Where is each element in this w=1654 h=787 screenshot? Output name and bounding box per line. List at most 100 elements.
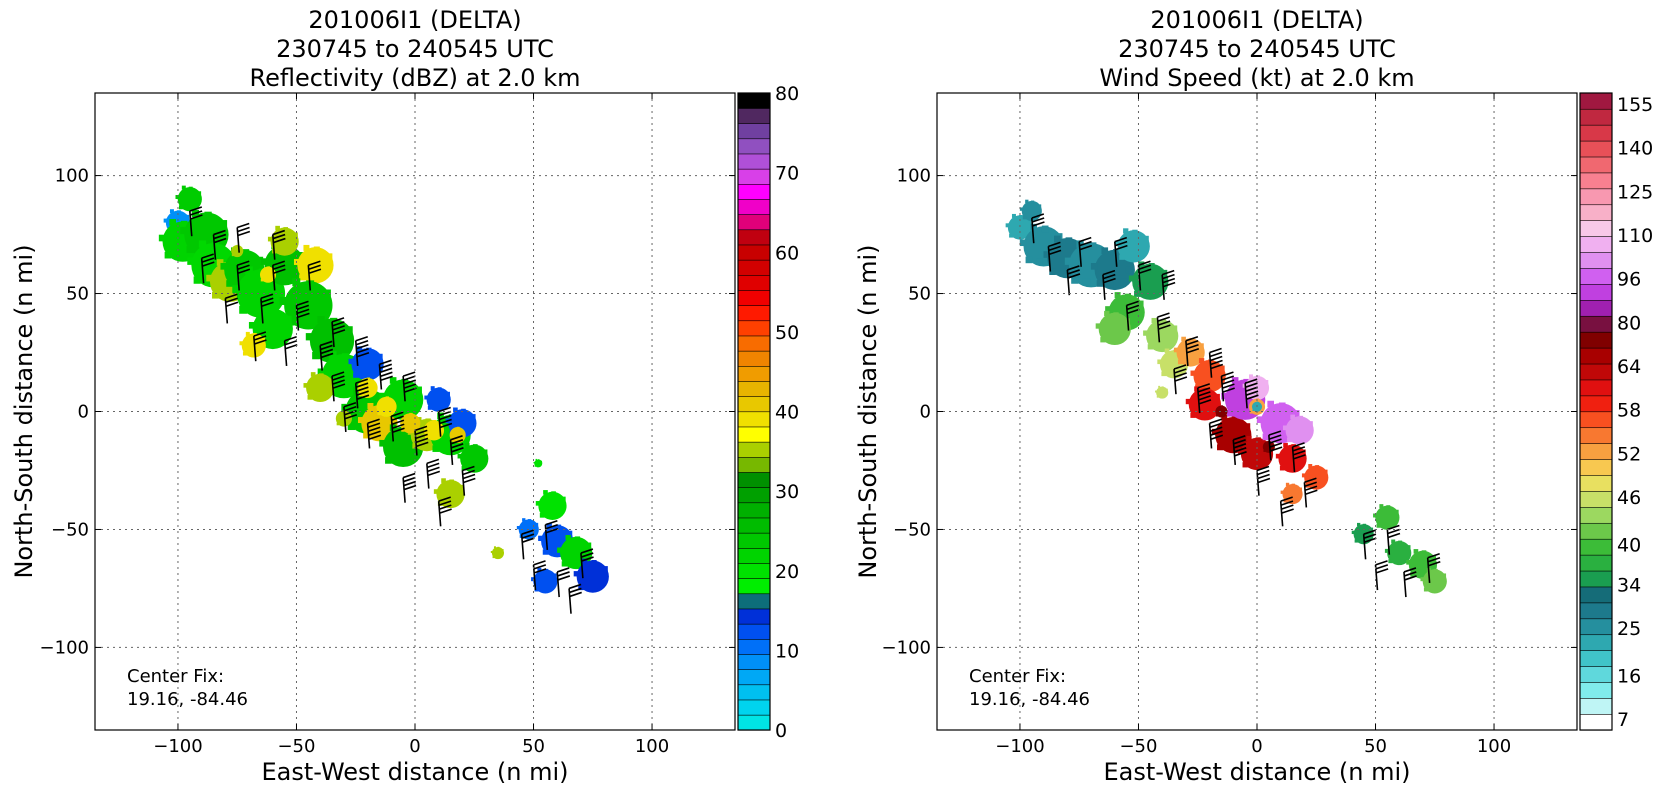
field-cell [373, 386, 377, 390]
field-cell [1037, 204, 1042, 208]
field-cell [1384, 548, 1389, 553]
colorbar-cell [737, 365, 771, 382]
field-cell [248, 321, 256, 329]
field-cell [347, 422, 355, 431]
field-cell [585, 542, 592, 548]
colorbar-cell [1579, 458, 1613, 476]
colorbar-cell [737, 471, 771, 488]
wind-barb [461, 465, 476, 496]
field-cell [1113, 312, 1119, 318]
colorbar-tick-label: 60 [775, 242, 799, 264]
field-cell [220, 263, 228, 270]
colorbar-cell [1579, 538, 1613, 556]
field-cell [164, 251, 172, 259]
y-tick-label: −100 [40, 637, 89, 658]
field-cell [186, 245, 194, 254]
field-cell [392, 405, 396, 409]
field-cell [1394, 509, 1399, 514]
field-cell [1260, 393, 1265, 398]
field-cell [323, 353, 332, 362]
wind-speed-panel: 201006I1 (DELTA)230745 to 240545 UTCWind… [854, 6, 1653, 786]
field-cell [492, 556, 495, 559]
field-cell [1125, 266, 1133, 274]
field-cell [557, 547, 563, 553]
field-cell [169, 209, 174, 214]
field-cell [274, 289, 282, 298]
field-cell [433, 419, 437, 424]
field-cell [377, 353, 383, 360]
y-tick-label: 100 [55, 166, 89, 187]
field-cell [466, 429, 472, 434]
field-cell [1417, 573, 1423, 578]
colorbar-tick-label: 80 [1617, 312, 1641, 334]
wind-barb [580, 548, 594, 579]
field-cell [497, 546, 500, 549]
field-cell [277, 277, 284, 284]
colorbar-tick-label: 50 [775, 322, 799, 344]
wind-barb [414, 425, 429, 456]
wind-barb [437, 496, 452, 527]
field-cell [1189, 337, 1195, 343]
field-cell [205, 278, 213, 286]
colorbar-cell [1579, 713, 1613, 731]
field-cell [1308, 464, 1313, 469]
field-cell [1100, 337, 1106, 343]
wind-barb [271, 260, 286, 291]
field-cell [1125, 293, 1131, 300]
field-cell [1393, 515, 1398, 520]
field-cell [321, 301, 330, 310]
colorbar-tick-label: 46 [1617, 487, 1641, 509]
y-tick-label: −50 [893, 519, 931, 540]
colorbar-cell [1579, 602, 1613, 620]
field-cell [1194, 358, 1200, 364]
field-cell [573, 571, 579, 577]
colorbar-cell [1579, 379, 1613, 397]
field-cell [425, 418, 431, 424]
field-cell [265, 340, 272, 348]
colorbar-frame [1579, 92, 1613, 731]
field-cell [389, 411, 393, 415]
colorbar-tick-label: 80 [775, 83, 799, 105]
field-cell [1005, 223, 1010, 228]
field-cell [537, 567, 542, 572]
field-cell [353, 372, 359, 378]
field-cell [356, 346, 363, 352]
colorbar-cell [737, 183, 771, 200]
field-cell [597, 583, 603, 589]
field-cell [584, 550, 591, 556]
field-cell [204, 211, 212, 219]
field-cell [348, 417, 351, 420]
field-cell [292, 239, 297, 244]
wind-barb [1220, 371, 1235, 402]
colorbar-tick-label: 7 [1617, 709, 1629, 731]
field-cell [1127, 255, 1134, 262]
field-cell [1398, 540, 1403, 545]
field-cell [1430, 588, 1435, 593]
field-cell [1114, 240, 1120, 247]
field-cell [1185, 398, 1192, 405]
field-cell [1043, 251, 1051, 258]
field-cell [531, 533, 536, 538]
field-cell [464, 442, 470, 448]
wind-barb [1102, 269, 1116, 300]
colorbar-cell [1579, 363, 1613, 381]
wind-barb [354, 335, 370, 366]
field-cell [1166, 342, 1173, 349]
field-cell [1433, 568, 1438, 573]
colorbar-cell [737, 714, 771, 731]
field-cell [1158, 385, 1161, 388]
y-tick-label: −100 [882, 637, 931, 658]
wind-barb [1374, 560, 1389, 591]
colorbar-cell [1579, 650, 1613, 667]
wind-barb [1185, 335, 1200, 366]
field-cell [540, 462, 542, 465]
field-cell [1431, 555, 1437, 561]
field-cell [1160, 319, 1167, 325]
field-cell [1168, 372, 1174, 378]
field-cell [346, 422, 349, 425]
field-cell [1231, 416, 1238, 423]
field-cell [1406, 545, 1411, 550]
field-cell [1291, 483, 1295, 487]
field-cell [1089, 242, 1097, 250]
field-cell [1263, 449, 1266, 452]
